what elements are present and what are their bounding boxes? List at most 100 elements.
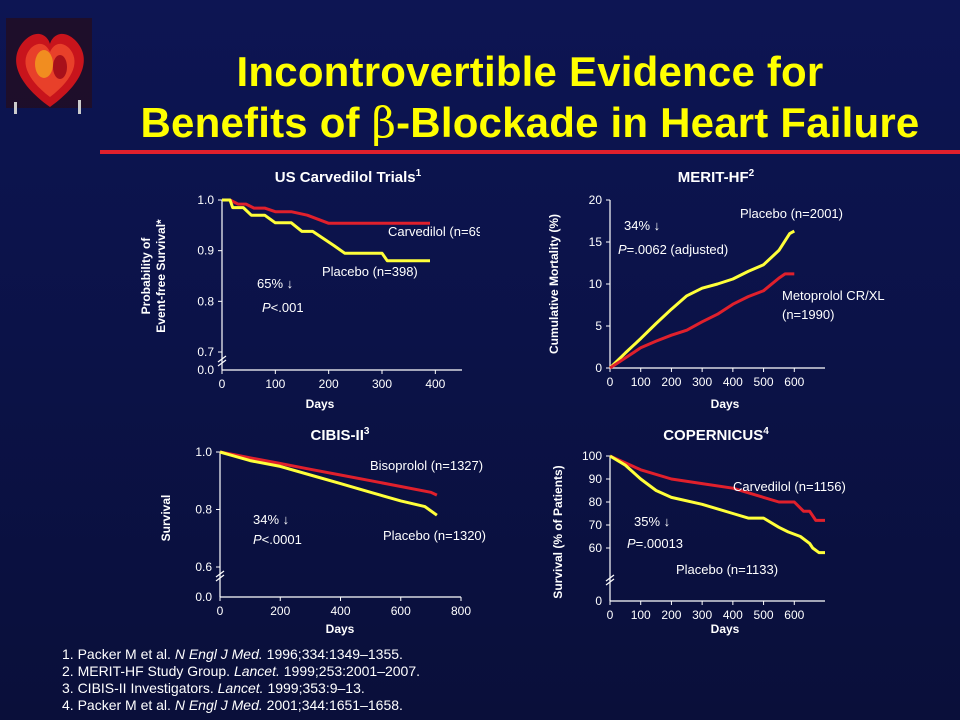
y-tick-label: 0.9 (197, 244, 214, 258)
p-value-annotation: P=.00013 (627, 536, 683, 551)
y-tick-label: 0.0 (197, 363, 214, 377)
chart-title: MERIT-HF2 (678, 168, 755, 186)
y-tick-label: 0 (595, 361, 602, 375)
x-tick-label: 100 (631, 375, 651, 389)
reduction-annotation: 34% ↓ (253, 512, 289, 527)
y-tick-label: 60 (589, 541, 603, 555)
y-tick-label: 0.6 (195, 560, 212, 574)
chart-title: US Carvedilol Trials1 (275, 168, 422, 186)
y-axis-label: Probability ofEvent-free Survival* (139, 219, 168, 333)
y-tick-label: 1.0 (195, 445, 212, 459)
reference-journal: N Engl J Med. (174, 697, 263, 713)
x-tick-label: 600 (391, 604, 411, 618)
axis-break-mark (605, 574, 615, 582)
y-tick-label: 15 (589, 235, 603, 249)
reference-2: 2. MERIT-HF Study Group. Lancet. 1999;25… (62, 663, 420, 680)
chart-title: COPERNICUS4 (663, 426, 769, 444)
references: 1. Packer M et al. N Engl J Med. 1996;33… (62, 646, 420, 714)
x-tick-label: 100 (631, 608, 651, 622)
y-tick-label: 80 (589, 495, 603, 509)
x-tick-label: 400 (425, 377, 445, 391)
reference-citation: 1999;353:9–13. (263, 680, 365, 696)
x-tick-label: 500 (754, 608, 774, 622)
x-axis-label: Days (306, 397, 335, 411)
x-axis-label: Days (711, 622, 740, 636)
reference-text: 3. CIBIS-II Investigators. (62, 680, 218, 696)
x-tick-label: 600 (784, 375, 804, 389)
y-tick-label: 20 (589, 193, 603, 207)
series-label: Placebo (n=1133) (676, 562, 778, 577)
y-tick-label: 100 (582, 449, 602, 463)
x-tick-label: 0 (607, 608, 614, 622)
series-line (219, 450, 438, 517)
title-divider (100, 150, 960, 154)
reference-1: 1. Packer M et al. N Engl J Med. 1996;33… (62, 646, 420, 663)
reduction-annotation: 35% ↓ (634, 514, 670, 529)
beta-symbol: β (371, 98, 397, 147)
reference-text: 1. Packer M et al. (62, 646, 175, 662)
series-line (222, 198, 430, 263)
axis-break-mark (605, 578, 615, 586)
series-label: Metoprolol CR/XL (n=1990) (782, 288, 885, 322)
series-label: Carvedilol (n=1156) (733, 479, 846, 494)
reference-citation: 1999;253:2001–2007. (279, 663, 421, 679)
y-tick-label: 1.0 (197, 193, 214, 207)
x-tick-label: 200 (319, 377, 339, 391)
x-tick-label: 600 (784, 608, 804, 622)
y-axis-label: Survival (% of Patients) (551, 465, 565, 598)
axis-break-mark (215, 574, 225, 582)
us-carvedilol-chart: US Carvedilol Trials1 0.0 0.7 0.8 0.9 1.0 0 100… (139, 168, 480, 411)
reference-4: 4. Packer M et al. N Engl J Med. 2001;34… (62, 697, 420, 714)
y-axis-label: Cumulative Mortality (%) (547, 214, 561, 354)
series-label: Carvedilol (n=696) (388, 224, 480, 239)
x-tick-label: 200 (661, 608, 681, 622)
x-tick-label: 300 (372, 377, 392, 391)
p-value-annotation: P<.0001 (253, 532, 302, 547)
heart-logo-icon (6, 18, 92, 114)
series-line (609, 272, 795, 370)
x-axis-label: Days (326, 622, 355, 636)
title-suffix: -Blockade in Heart Failure (396, 99, 920, 146)
x-tick-label: 0 (219, 377, 226, 391)
chart-title: CIBIS-II3 (311, 426, 370, 444)
reference-text: 4. Packer M et al. (62, 697, 175, 713)
series-label: Bisoprolol (n=1327) (370, 458, 483, 473)
reduction-annotation: 65% ↓ (257, 276, 293, 291)
reference-3: 3. CIBIS-II Investigators. Lancet. 1999;… (62, 680, 420, 697)
y-tick-label: 0.7 (197, 345, 214, 359)
x-tick-label: 400 (723, 375, 743, 389)
x-tick-label: 400 (330, 604, 350, 618)
reference-journal: N Engl J Med. (174, 646, 263, 662)
reference-text: 2. MERIT-HF Study Group. (62, 663, 234, 679)
axis-break-mark (215, 570, 225, 578)
y-axis-label: Survival (159, 495, 173, 542)
series-line (609, 454, 825, 555)
axis-break-mark (217, 355, 227, 363)
x-tick-label: 0 (217, 604, 224, 618)
x-tick-label: 500 (754, 375, 774, 389)
y-tick-label: 0.8 (195, 503, 212, 517)
y-tick-label: 5 (595, 319, 602, 333)
x-tick-label: 300 (692, 608, 712, 622)
y-tick-label: 70 (589, 518, 603, 532)
series-label: Placebo (n=1320) (383, 528, 486, 543)
axis-break-mark (217, 359, 227, 367)
x-tick-label: 200 (661, 375, 681, 389)
cibis-ii-chart: CIBIS-II3 0.0 0.6 0.8 1.0 0 200 400 600 800 Days Su… (159, 426, 486, 636)
x-tick-label: 0 (607, 375, 614, 389)
y-tick-label: 10 (589, 277, 603, 291)
x-tick-label: 100 (265, 377, 285, 391)
series-line (219, 450, 438, 497)
y-tick-label: 90 (589, 472, 603, 486)
page-title-line-1: Incontrovertible Evidence for (236, 48, 824, 95)
series-line (608, 229, 796, 370)
x-tick-label: 300 (692, 375, 712, 389)
y-tick-label: 0.0 (195, 590, 212, 604)
x-tick-label: 800 (451, 604, 471, 618)
title-prefix: Benefits of (140, 99, 372, 146)
reference-citation: 2001;344:1651–1658. (262, 697, 403, 713)
x-axis-label: Days (711, 397, 740, 411)
copernicus-chart: COPERNICUS4 0 60 70 80 90 100 0 100 200 300 400 500 6… (551, 426, 846, 636)
x-tick-label: 200 (270, 604, 290, 618)
